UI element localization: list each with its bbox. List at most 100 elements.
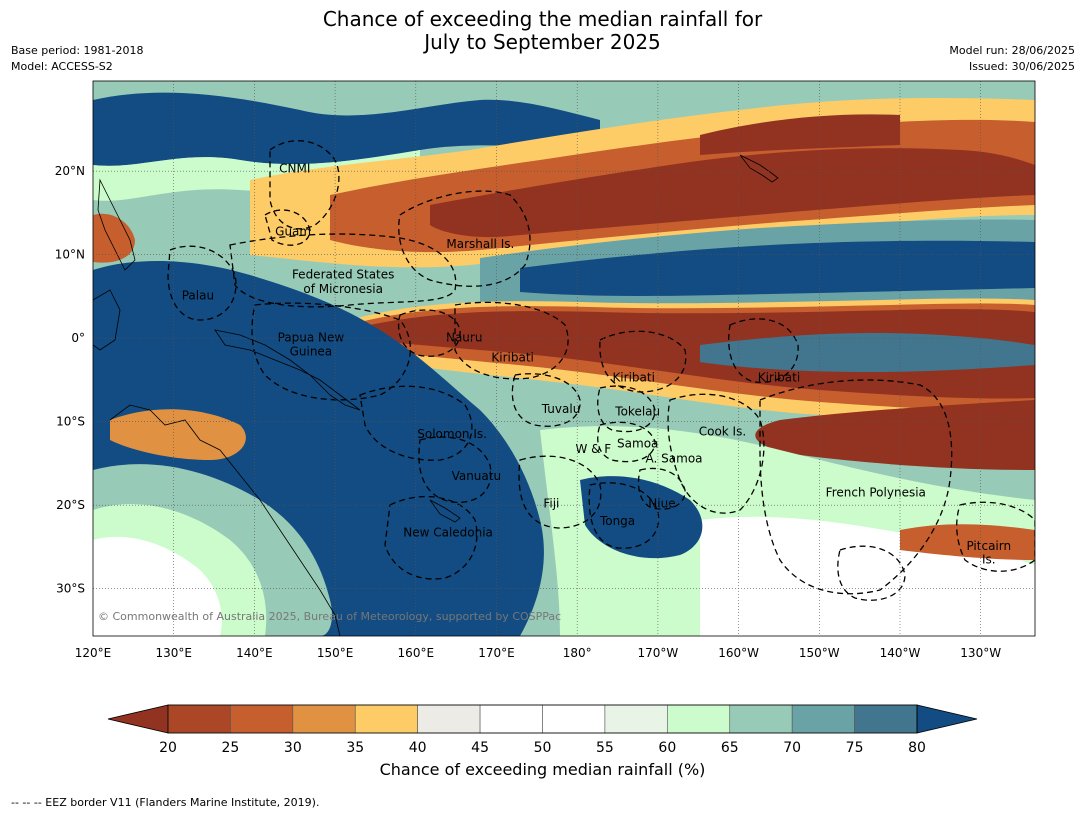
region-label: Samoa bbox=[617, 436, 658, 450]
region-label: Kiribati bbox=[612, 370, 654, 384]
eez-french-polynesia bbox=[759, 379, 953, 595]
lat-tick-label: 0° bbox=[71, 331, 85, 345]
australia-coastline bbox=[109, 404, 341, 636]
model-run: Model run: 28/06/2025 bbox=[949, 44, 1075, 57]
region-label: Vanuatu bbox=[452, 469, 502, 483]
eez-vanuatu bbox=[418, 436, 492, 503]
region-label: Tokelau bbox=[614, 405, 660, 419]
colorbar-swatch bbox=[542, 704, 606, 734]
lon-tick-label: 150°W bbox=[799, 646, 840, 660]
lon-tick-label: 160°W bbox=[718, 646, 759, 660]
colorbar-swatch bbox=[604, 704, 668, 734]
south-dry-patch bbox=[900, 524, 1035, 560]
eez-guam bbox=[264, 209, 311, 246]
eez-nauru bbox=[397, 309, 461, 357]
colorbar-swatch bbox=[854, 704, 918, 734]
lat-tick-label: 20°S bbox=[56, 498, 85, 512]
colorbar-tick-label: 50 bbox=[534, 740, 552, 756]
eez-fsm bbox=[229, 233, 457, 308]
new-caledonia-coastline bbox=[429, 499, 461, 523]
eez-cnmi bbox=[269, 140, 340, 230]
band-southeast-dry bbox=[755, 400, 1035, 470]
colorbar-tick-label: 65 bbox=[721, 740, 739, 756]
region-label: Tuvalu bbox=[541, 402, 581, 416]
region-label: Guinea bbox=[290, 345, 333, 359]
eez-pitcairn-south bbox=[837, 545, 906, 601]
lon-tick-label: 170°E bbox=[478, 646, 515, 660]
eez-legend-note: -- -- -- EEZ border V11 (Flanders Marine… bbox=[11, 796, 320, 809]
eez-png bbox=[251, 302, 412, 401]
colorbar-swatch bbox=[417, 704, 481, 734]
region-label: Tonga bbox=[599, 514, 635, 528]
borneo-coastline bbox=[93, 289, 121, 351]
colorbar-swatch bbox=[729, 704, 793, 734]
png-coastline bbox=[214, 329, 361, 411]
eez-tonga bbox=[588, 482, 660, 549]
model-info: Base period: 1981-2018 Model: ACCESS-S2 bbox=[11, 43, 143, 75]
colorbar: 20 25 30 35 40 45 50 55 60 65 70 75 80 bbox=[107, 704, 978, 756]
region-label: Solomon Is. bbox=[417, 427, 487, 441]
colorbar-swatch bbox=[667, 704, 731, 734]
region-label: of Micronesia bbox=[303, 282, 383, 296]
region-label: Kiribati bbox=[491, 350, 533, 364]
colorbar-under-arrow bbox=[107, 704, 169, 734]
region-label: Pitcairn bbox=[966, 539, 1011, 553]
region-label: Palau bbox=[182, 289, 214, 303]
band-north-dry-core bbox=[430, 148, 1035, 238]
region-label: Marshall Is. bbox=[446, 237, 514, 251]
gridlines bbox=[93, 81, 1035, 636]
issued-date: Issued: 30/06/2025 bbox=[968, 60, 1075, 73]
region-label: Guam bbox=[275, 224, 311, 238]
copyright-notice: © Commonwealth of Australia 2025, Bureau… bbox=[98, 610, 561, 623]
region-label: Is. bbox=[982, 552, 996, 566]
title-line-2: July to September 2025 bbox=[424, 30, 661, 54]
eez-borders bbox=[167, 140, 1035, 601]
lon-tick-label: 170°W bbox=[638, 646, 679, 660]
lon-tick-label: 160°E bbox=[398, 646, 435, 660]
colorbar-frame bbox=[167, 704, 918, 734]
coral-sea-dry bbox=[110, 409, 246, 460]
eez-tokelau bbox=[597, 385, 656, 433]
colorbar-swatch bbox=[354, 704, 418, 734]
eez-cook bbox=[667, 393, 765, 514]
colorbar-tick-label: 75 bbox=[846, 740, 864, 756]
lat-tick-label: 10°S bbox=[56, 415, 85, 429]
west-white-patch bbox=[93, 536, 222, 636]
eez-samoa bbox=[597, 421, 656, 463]
colorbar-tick-label: 55 bbox=[596, 740, 614, 756]
lat-tick-label: 30°S bbox=[56, 582, 85, 596]
band-north-dry-east bbox=[700, 114, 900, 155]
band-north-blue bbox=[93, 92, 600, 166]
colorbar-tick-label: 25 bbox=[222, 740, 240, 756]
region-label: Nauru bbox=[446, 330, 482, 344]
latitude-labels: 20°N 10°N 0° 10°S 20°S 30°S bbox=[55, 164, 85, 596]
longitude-labels: 120°E 130°E 140°E 150°E 160°E 170°E 180° 170°W 1… bbox=[75, 646, 1001, 660]
region-label: Fiji bbox=[543, 497, 559, 511]
lon-tick-label: 150°E bbox=[317, 646, 354, 660]
region-label: W & F bbox=[575, 442, 611, 456]
eez-palau bbox=[167, 245, 237, 321]
base-period: Base period: 1981-2018 bbox=[11, 44, 144, 57]
eez-new-caledonia bbox=[384, 495, 478, 580]
hawaii-coastline bbox=[739, 154, 779, 183]
map-title: Chance of exceeding the median rainfall … bbox=[0, 8, 1085, 54]
lon-tick-label: 130°W bbox=[960, 646, 1001, 660]
title-line-1: Chance of exceeding the median rainfall … bbox=[322, 7, 763, 31]
region-label: Kiribati bbox=[758, 370, 800, 384]
colorbar-tick-label: 60 bbox=[658, 740, 676, 756]
lat-tick-label: 10°N bbox=[55, 248, 85, 262]
lon-tick-label: 140°W bbox=[880, 646, 921, 660]
eez-kiribati-c bbox=[599, 330, 687, 393]
colorbar-tick-label: 35 bbox=[346, 740, 364, 756]
colorbar-tick-label: 70 bbox=[783, 740, 801, 756]
region-label: Cook Is. bbox=[699, 425, 746, 439]
lon-tick-label: 140°E bbox=[236, 646, 273, 660]
colorbar-swatch bbox=[479, 704, 543, 734]
eez-tuvalu bbox=[511, 373, 581, 427]
colorbar-tick-label: 20 bbox=[159, 740, 177, 756]
eez-niue bbox=[637, 467, 686, 510]
eez-kiribati-w bbox=[454, 301, 569, 380]
region-label: CNMI bbox=[279, 162, 310, 176]
